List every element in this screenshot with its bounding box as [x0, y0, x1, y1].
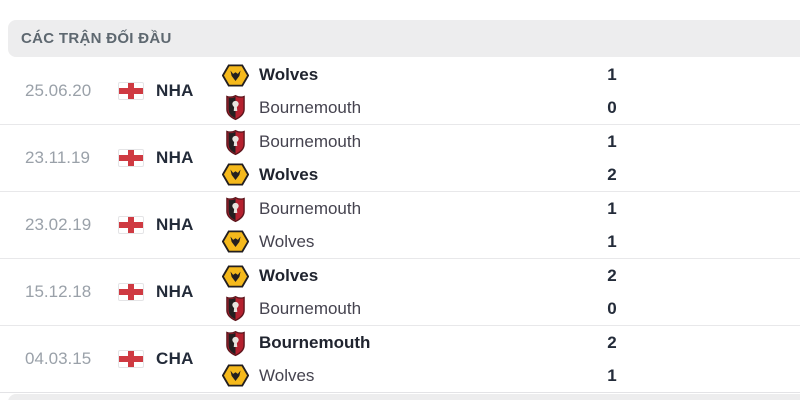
competition-code: NHA: [156, 148, 194, 167]
section-title: CÁC TRẬN ĐỐI ĐẦU: [21, 30, 172, 47]
bournemouth-badge-icon: [222, 129, 249, 156]
competition-code: NHA: [156, 81, 194, 100]
match-date: 23.02.19: [25, 215, 92, 234]
england-flag-icon: [118, 283, 144, 301]
team-name: Bournemouth: [259, 132, 362, 152]
competition: NHA: [118, 125, 194, 191]
team-line: Bournemouth: [222, 193, 361, 226]
wolves-badge-icon: [222, 363, 249, 388]
team-name: Bournemouth: [259, 298, 362, 318]
match-row[interactable]: 23.11.19 NHA Bournemouth Wolves 1 2: [0, 125, 800, 192]
wolves-badge-icon: [222, 264, 249, 289]
match-row[interactable]: 25.06.20 NHA Wolves Bournemouth 1 0: [0, 58, 800, 125]
team-name: Wolves: [259, 365, 315, 385]
score: 1: [607, 199, 617, 219]
bournemouth-badge-icon: [222, 330, 249, 357]
match-row[interactable]: 15.12.18 NHA Wolves Bournemouth 2 0: [0, 259, 800, 326]
competition-code: CHA: [156, 349, 194, 368]
score: 0: [607, 298, 617, 318]
match-date: 25.06.20: [25, 81, 92, 100]
team-name: Bournemouth: [259, 97, 362, 117]
bournemouth-badge-icon: [222, 295, 249, 322]
next-section-header-edge: [8, 394, 800, 400]
england-flag-icon: [118, 350, 144, 368]
score: 1: [607, 231, 617, 251]
wolves-badge-icon: [222, 229, 249, 254]
h2h-match-list: 25.06.20 NHA Wolves Bournemouth 1 0 23.1…: [0, 58, 800, 393]
score: 2: [607, 164, 617, 184]
team-name: Wolves: [259, 266, 319, 286]
match-row[interactable]: 23.02.19 NHA Bournemouth Wolves 1 1: [0, 192, 800, 259]
bournemouth-badge-icon: [222, 196, 249, 223]
competition: CHA: [118, 326, 194, 392]
team-line: Bournemouth: [222, 92, 361, 125]
competition: NHA: [118, 58, 194, 124]
team-line: Wolves: [222, 226, 361, 259]
team-line: Wolves: [222, 159, 361, 192]
match-date: 23.11.19: [25, 148, 90, 167]
match-date: 04.03.15: [25, 349, 92, 368]
team-line: Bournemouth: [222, 327, 370, 360]
england-flag-icon: [118, 149, 144, 167]
team-name: Bournemouth: [259, 199, 362, 219]
competition: NHA: [118, 259, 194, 325]
competition-code: NHA: [156, 215, 194, 234]
match-date: 15.12.18: [25, 282, 92, 301]
score: 2: [607, 333, 617, 353]
team-line: Bournemouth: [222, 293, 361, 326]
section-header: CÁC TRẬN ĐỐI ĐẦU: [8, 20, 800, 57]
team-name: Wolves: [259, 164, 319, 184]
score: 1: [607, 65, 617, 85]
team-name: Wolves: [259, 65, 319, 85]
team-name: Wolves: [259, 231, 315, 251]
england-flag-icon: [118, 216, 144, 234]
score: 2: [607, 266, 617, 286]
team-line: Wolves: [222, 260, 361, 293]
score: 0: [607, 97, 617, 117]
score: 1: [607, 132, 617, 152]
competition: NHA: [118, 192, 194, 258]
team-line: Wolves: [222, 360, 370, 393]
team-line: Wolves: [222, 59, 361, 92]
score: 1: [607, 365, 617, 385]
wolves-badge-icon: [222, 63, 249, 88]
match-row[interactable]: 04.03.15 CHA Bournemouth Wolves 2 1: [0, 326, 800, 393]
england-flag-icon: [118, 82, 144, 100]
wolves-badge-icon: [222, 162, 249, 187]
bournemouth-badge-icon: [222, 94, 249, 121]
team-line: Bournemouth: [222, 126, 361, 159]
competition-code: NHA: [156, 282, 194, 301]
team-name: Bournemouth: [259, 333, 371, 353]
